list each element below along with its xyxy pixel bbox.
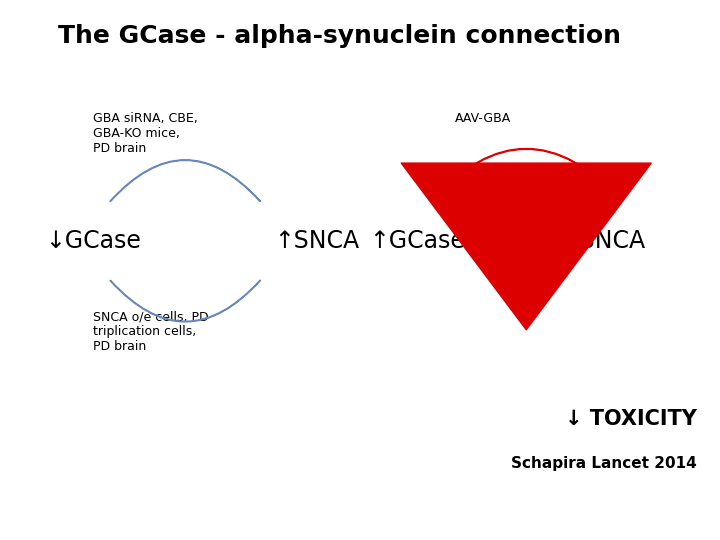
Text: Schapira Lancet 2014: Schapira Lancet 2014: [511, 456, 697, 471]
Text: GBA siRNA, CBE,
GBA-KO mice,
PD brain: GBA siRNA, CBE, GBA-KO mice, PD brain: [93, 112, 198, 156]
FancyArrowPatch shape: [110, 160, 260, 201]
FancyArrowPatch shape: [431, 148, 622, 201]
Text: ↓SNCA: ↓SNCA: [560, 229, 645, 253]
Text: AAV-GBA: AAV-GBA: [454, 112, 511, 125]
Text: ↑GCase: ↑GCase: [369, 229, 465, 253]
Text: ↑SNCA: ↑SNCA: [274, 229, 359, 253]
Text: ↓ TOXICITY: ↓ TOXICITY: [565, 409, 697, 429]
Text: SNCA o/e cells, PD
triplication cells,
PD brain: SNCA o/e cells, PD triplication cells, P…: [93, 310, 209, 353]
FancyArrowPatch shape: [110, 280, 261, 322]
Text: The GCase - alpha-synuclein connection: The GCase - alpha-synuclein connection: [58, 24, 621, 48]
Text: ↓GCase: ↓GCase: [45, 229, 141, 253]
